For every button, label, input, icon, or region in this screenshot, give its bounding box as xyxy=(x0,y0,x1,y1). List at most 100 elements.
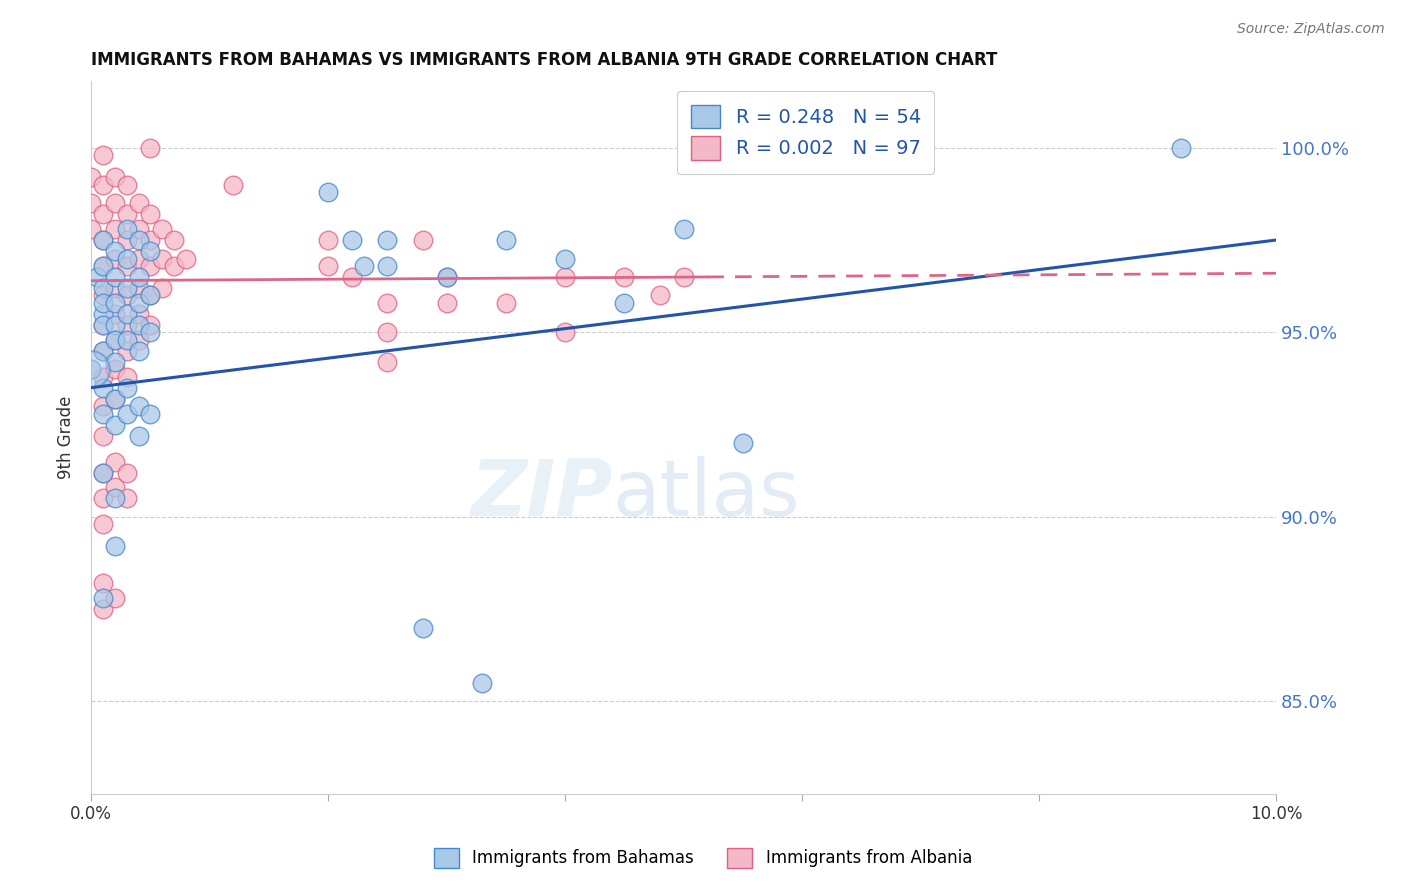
Point xyxy=(104,491,127,506)
Point xyxy=(104,540,127,554)
Text: IMMIGRANTS FROM BAHAMAS VS IMMIGRANTS FROM ALBANIA 9TH GRADE CORRELATION CHART: IMMIGRANTS FROM BAHAMAS VS IMMIGRANTS FR… xyxy=(91,51,997,69)
Point xyxy=(91,207,114,221)
Point xyxy=(91,399,114,413)
Point xyxy=(128,318,150,332)
Point xyxy=(91,466,114,480)
Point xyxy=(104,196,127,211)
Point xyxy=(139,259,162,273)
Point xyxy=(104,392,127,406)
Text: atlas: atlas xyxy=(613,457,800,533)
Point xyxy=(115,207,138,221)
Point xyxy=(80,170,103,185)
Point xyxy=(150,222,173,236)
Point xyxy=(139,326,162,340)
Point xyxy=(91,281,114,295)
Point xyxy=(91,343,114,358)
Point xyxy=(139,288,162,302)
Point xyxy=(80,222,103,236)
Point xyxy=(128,269,150,284)
Point xyxy=(128,428,150,442)
Point xyxy=(128,333,150,347)
Point xyxy=(104,252,127,266)
Point xyxy=(91,148,114,162)
Point xyxy=(115,343,138,358)
Text: Source: ZipAtlas.com: Source: ZipAtlas.com xyxy=(1237,22,1385,37)
Point xyxy=(139,318,162,332)
Point xyxy=(115,369,138,384)
Point xyxy=(139,141,162,155)
Point xyxy=(174,252,197,266)
Point xyxy=(104,318,127,332)
Point xyxy=(554,252,576,266)
Point xyxy=(104,281,127,295)
Point xyxy=(91,369,114,384)
Point xyxy=(648,288,671,302)
Point xyxy=(353,259,375,273)
Legend: Immigrants from Bahamas, Immigrants from Albania: Immigrants from Bahamas, Immigrants from… xyxy=(427,841,979,875)
Y-axis label: 9th Grade: 9th Grade xyxy=(58,396,75,479)
Point xyxy=(436,269,458,284)
Point xyxy=(412,233,434,247)
Point xyxy=(104,417,127,432)
Point xyxy=(115,407,138,421)
Point xyxy=(104,454,127,468)
Point xyxy=(104,295,127,310)
Point xyxy=(86,269,108,284)
Point xyxy=(91,178,114,192)
Point xyxy=(139,244,162,259)
Point xyxy=(139,407,162,421)
Point xyxy=(150,281,173,295)
Point xyxy=(672,222,695,236)
Point xyxy=(128,295,150,310)
Point xyxy=(104,392,127,406)
Point xyxy=(115,333,138,347)
Point xyxy=(91,307,114,321)
Point xyxy=(91,318,114,332)
Point xyxy=(91,517,114,532)
Point xyxy=(377,295,399,310)
Point xyxy=(128,307,150,321)
Point xyxy=(104,333,127,347)
Point xyxy=(115,281,138,295)
Point xyxy=(128,233,150,247)
Point xyxy=(104,591,127,605)
Point xyxy=(412,621,434,635)
Point xyxy=(150,252,173,266)
Point xyxy=(91,288,114,302)
Point xyxy=(115,381,138,395)
Point xyxy=(104,355,127,369)
Point xyxy=(1170,141,1192,155)
Point xyxy=(436,295,458,310)
Point xyxy=(128,196,150,211)
Point xyxy=(91,602,114,616)
Point xyxy=(91,233,114,247)
Point xyxy=(80,362,103,376)
Point xyxy=(115,259,138,273)
Point xyxy=(91,428,114,442)
Point xyxy=(139,233,162,247)
Point xyxy=(128,252,150,266)
Point xyxy=(80,362,103,376)
Point xyxy=(115,252,138,266)
Point xyxy=(316,233,339,247)
Point xyxy=(340,233,363,247)
Point xyxy=(91,466,114,480)
Point xyxy=(377,326,399,340)
Point xyxy=(91,491,114,506)
Point xyxy=(613,295,636,310)
Point xyxy=(80,196,103,211)
Point xyxy=(115,178,138,192)
Point xyxy=(128,343,150,358)
Point xyxy=(104,307,127,321)
Point xyxy=(377,259,399,273)
Point xyxy=(128,222,150,236)
Point xyxy=(495,295,517,310)
Point xyxy=(115,233,138,247)
Point xyxy=(104,333,127,347)
Point xyxy=(104,362,127,376)
Point xyxy=(115,491,138,506)
Point xyxy=(104,244,127,259)
Point xyxy=(672,269,695,284)
Point xyxy=(91,381,114,395)
Point xyxy=(316,259,339,273)
